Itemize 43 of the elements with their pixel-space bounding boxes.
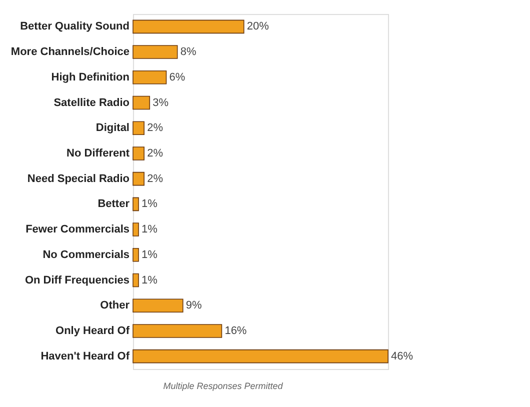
bar	[132, 197, 139, 212]
data-label: 1%	[142, 198, 158, 210]
data-label: 3%	[152, 96, 169, 109]
bar	[132, 20, 244, 34]
y-tick-label: Only Heard Of	[56, 324, 130, 337]
y-tick-label: Digital	[96, 122, 130, 134]
data-label: 2%	[147, 122, 164, 134]
y-tick-label: High Definition	[51, 71, 130, 84]
y-tick-label: Better	[98, 198, 130, 210]
bar	[132, 70, 167, 84]
y-tick-label: Satellite Radio	[54, 96, 130, 109]
data-label: 8%	[180, 46, 196, 58]
y-tick-label: Fewer Commercials	[26, 224, 130, 236]
y-tick-label: Need Special Radio	[27, 172, 130, 185]
y-tick-label: Better Quality Sound	[20, 20, 130, 33]
data-label: 46%	[391, 350, 414, 362]
bar	[132, 172, 144, 186]
y-tick-label: No Commercials	[42, 248, 130, 261]
data-label: 6%	[169, 71, 186, 84]
data-label: 9%	[186, 300, 202, 312]
bar	[132, 222, 139, 236]
bar	[132, 349, 388, 364]
bar	[132, 273, 139, 288]
bar	[132, 146, 144, 160]
y-tick-label: Other	[100, 300, 130, 312]
y-tick-label: Haven't Heard Of	[40, 350, 130, 362]
bar	[132, 248, 139, 262]
text: Multiple Responses Permitted	[163, 381, 284, 391]
bar	[132, 96, 150, 110]
data-label: 16%	[224, 324, 247, 337]
y-tick-label: No Different	[66, 147, 130, 160]
data-label: 1%	[142, 224, 158, 236]
data-label: 1%	[142, 274, 158, 286]
data-label: 2%	[147, 147, 164, 160]
bar	[132, 45, 178, 59]
data-label: 20%	[246, 20, 270, 33]
bar	[132, 324, 222, 338]
data-label: 1%	[142, 248, 158, 261]
y-tick-label: More Channels/Choice	[10, 46, 130, 58]
y-tick-label: On Diff Frequencies	[24, 274, 130, 286]
bar	[132, 298, 184, 313]
bar	[132, 121, 144, 136]
data-label: 2%	[147, 172, 164, 185]
